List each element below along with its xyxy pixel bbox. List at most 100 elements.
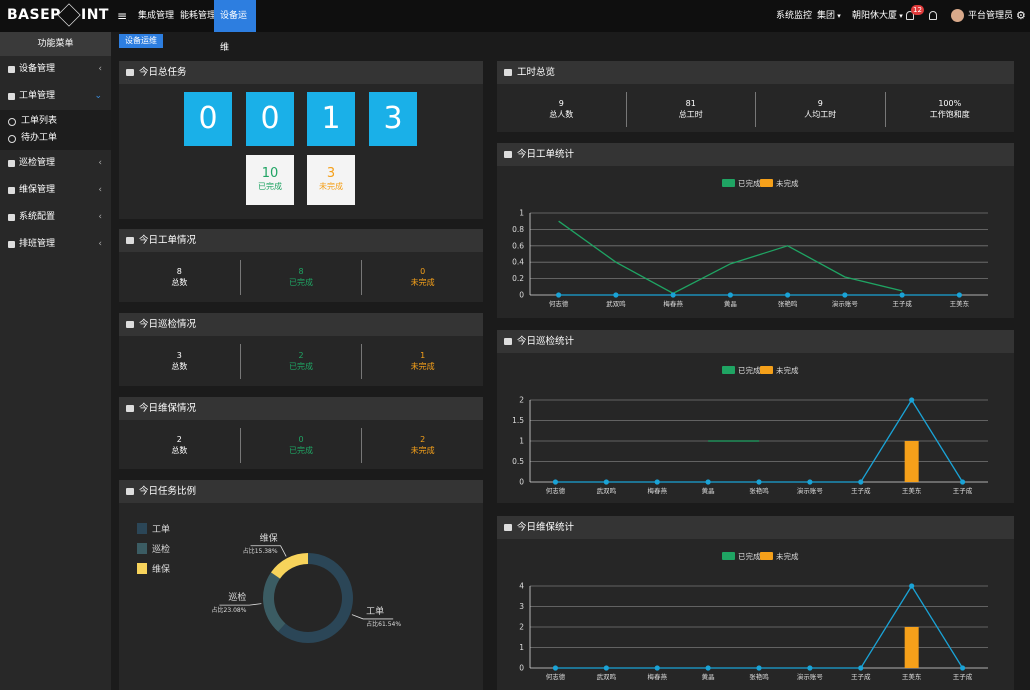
undone-value: 3: [326, 166, 336, 181]
point: [603, 479, 609, 485]
x-tick-label: 王美东: [950, 299, 970, 308]
panel-title: 今日工单统计: [497, 143, 1014, 166]
panel-title: 今日维保情况: [119, 397, 483, 420]
stat-value: 8: [298, 267, 304, 276]
bell-icon[interactable]: [929, 11, 937, 20]
point: [556, 292, 562, 298]
menu-item[interactable]: 维保管理: [0, 177, 111, 204]
done-box: 10 已完成: [246, 155, 294, 205]
x-tick-label: 张艳鸣: [749, 486, 769, 495]
stat-value: 100%: [938, 99, 962, 108]
stat-value: 9: [558, 99, 564, 108]
point: [858, 479, 864, 485]
y-tick-label: 0.5: [512, 457, 524, 466]
slice-label: 巡检: [228, 591, 246, 603]
stat-value: 0: [420, 267, 426, 276]
menu-toggle[interactable]: ≡: [117, 9, 128, 23]
settings-icon[interactable]: ⚙: [1016, 9, 1026, 22]
menu-item[interactable]: 系统配置: [0, 204, 111, 231]
menu-item[interactable]: 设备管理: [0, 56, 111, 83]
stat-value: 81: [685, 99, 696, 108]
point: [654, 479, 660, 485]
line-chart: 已完成 未完成 0 0.2 0.4 0.6 0.8 1 何志德 武双鸣 梅春燕 黄晶 张艳鸣 演示账号 王子…: [512, 178, 988, 308]
sidebar-title: 功能菜单: [0, 32, 111, 56]
x-tick-label: 何志德: [546, 672, 566, 681]
line-series: [558, 220, 903, 295]
top-link[interactable]: 系统监控: [776, 11, 813, 21]
menu-item[interactable]: 排班管理: [0, 231, 111, 258]
stat-label: 已完成: [289, 362, 313, 371]
menu-item[interactable]: 巡检管理: [0, 150, 111, 177]
stat-row: 3 总数 2 已完成 1 未完成: [119, 344, 483, 379]
stat-panel: 今日维保情况 2 总数 0 已完成 2 未完成: [119, 397, 483, 469]
x-tick-label: 黄晶: [724, 299, 737, 308]
stat-cell: 0 未完成: [361, 260, 483, 295]
stat-cell: 8 已完成: [239, 260, 362, 295]
avatar[interactable]: [951, 9, 964, 22]
point: [552, 479, 559, 485]
y-tick-label: 0: [519, 291, 524, 300]
nav-item[interactable]: 设备运维: [214, 0, 256, 53]
x-tick-label: 黄晶: [702, 486, 715, 495]
undone-box: 3 未完成: [307, 155, 355, 205]
submenu-item[interactable]: 待办工单: [0, 130, 111, 147]
sidebar: 功能菜单 设备管理 工单管理 工单列表 待办工单 巡检管理 维保管理 系统配置 …: [0, 32, 111, 690]
y-tick-label: 1.5: [512, 416, 524, 425]
nav-item[interactable]: 能耗管理: [180, 11, 217, 21]
digit: 0: [246, 92, 294, 146]
stat-value: 2: [298, 351, 304, 360]
x-tick-label: 王子成: [953, 486, 973, 495]
leader-line: [250, 545, 287, 557]
y-tick-label: 2: [519, 396, 524, 405]
point: [613, 292, 619, 298]
stat-label: 工作饱和度: [929, 110, 970, 119]
stat-cell: 0 已完成: [239, 428, 362, 463]
slice-label: 维保: [260, 532, 278, 544]
stat-row: 8 总数 8 已完成 0 未完成: [119, 260, 483, 295]
x-tick-label: 演示账号: [797, 486, 824, 495]
stat-cell: 2 未完成: [361, 428, 483, 463]
point: [842, 292, 848, 298]
x-tick-label: 黄晶: [702, 672, 715, 681]
legend-swatch: [760, 366, 773, 374]
point: [670, 292, 676, 298]
legend-swatch: [137, 543, 147, 554]
line-chart: 已完成 未完成 0 1 2 3 4 何志德 武双鸣 梅春燕 黄晶 张艳鸣 演示账号 王子成 王美东 王子成: [519, 551, 988, 681]
done-label: 已完成: [258, 182, 282, 191]
stat-cell: 9 人均工时: [755, 92, 885, 127]
x-tick-label: 王子成: [851, 486, 871, 495]
menu-item[interactable]: 工单管理: [0, 83, 111, 110]
point: [959, 479, 966, 485]
alert-icon[interactable]: [906, 11, 914, 20]
top-dropdown[interactable]: 集团: [817, 0, 841, 32]
panel-title: 工时总览: [497, 61, 1014, 84]
legend-label: 维保: [152, 563, 170, 575]
stat-cell: 2 总数: [119, 428, 240, 463]
point: [705, 665, 711, 671]
submenu-item[interactable]: 工单列表: [0, 113, 111, 130]
panel-title: 今日巡检情况: [119, 313, 483, 336]
panel-title: 今日巡检统计: [497, 330, 1014, 353]
breadcrumb[interactable]: 设备运维: [119, 34, 163, 48]
y-tick-label: 0: [519, 664, 524, 673]
user-name[interactable]: 平台管理员: [968, 11, 1014, 21]
slice-label: 工单: [366, 605, 384, 617]
y-tick-label: 0.4: [512, 258, 524, 267]
point: [899, 292, 905, 298]
slice-value: 占比15.38%: [243, 547, 278, 555]
stat-row: 2 总数 0 已完成 2 未完成: [119, 428, 483, 463]
slice-value: 占比61.54%: [366, 620, 401, 628]
y-tick-label: 1: [519, 643, 524, 652]
leader-line: [351, 614, 394, 620]
nav-item[interactable]: 集成管理: [138, 11, 175, 21]
y-tick-label: 2: [519, 623, 524, 632]
done-value: 10: [261, 166, 279, 181]
x-tick-label: 王美东: [902, 672, 922, 681]
undone-label: 未完成: [319, 182, 343, 191]
y-tick-label: 3: [519, 602, 524, 611]
x-tick-label: 演示账号: [832, 299, 859, 308]
stat-cell: 8 总数: [119, 260, 240, 295]
top-dropdown[interactable]: 朝阳休大厦: [852, 0, 903, 32]
y-tick-label: 0.6: [512, 241, 524, 250]
